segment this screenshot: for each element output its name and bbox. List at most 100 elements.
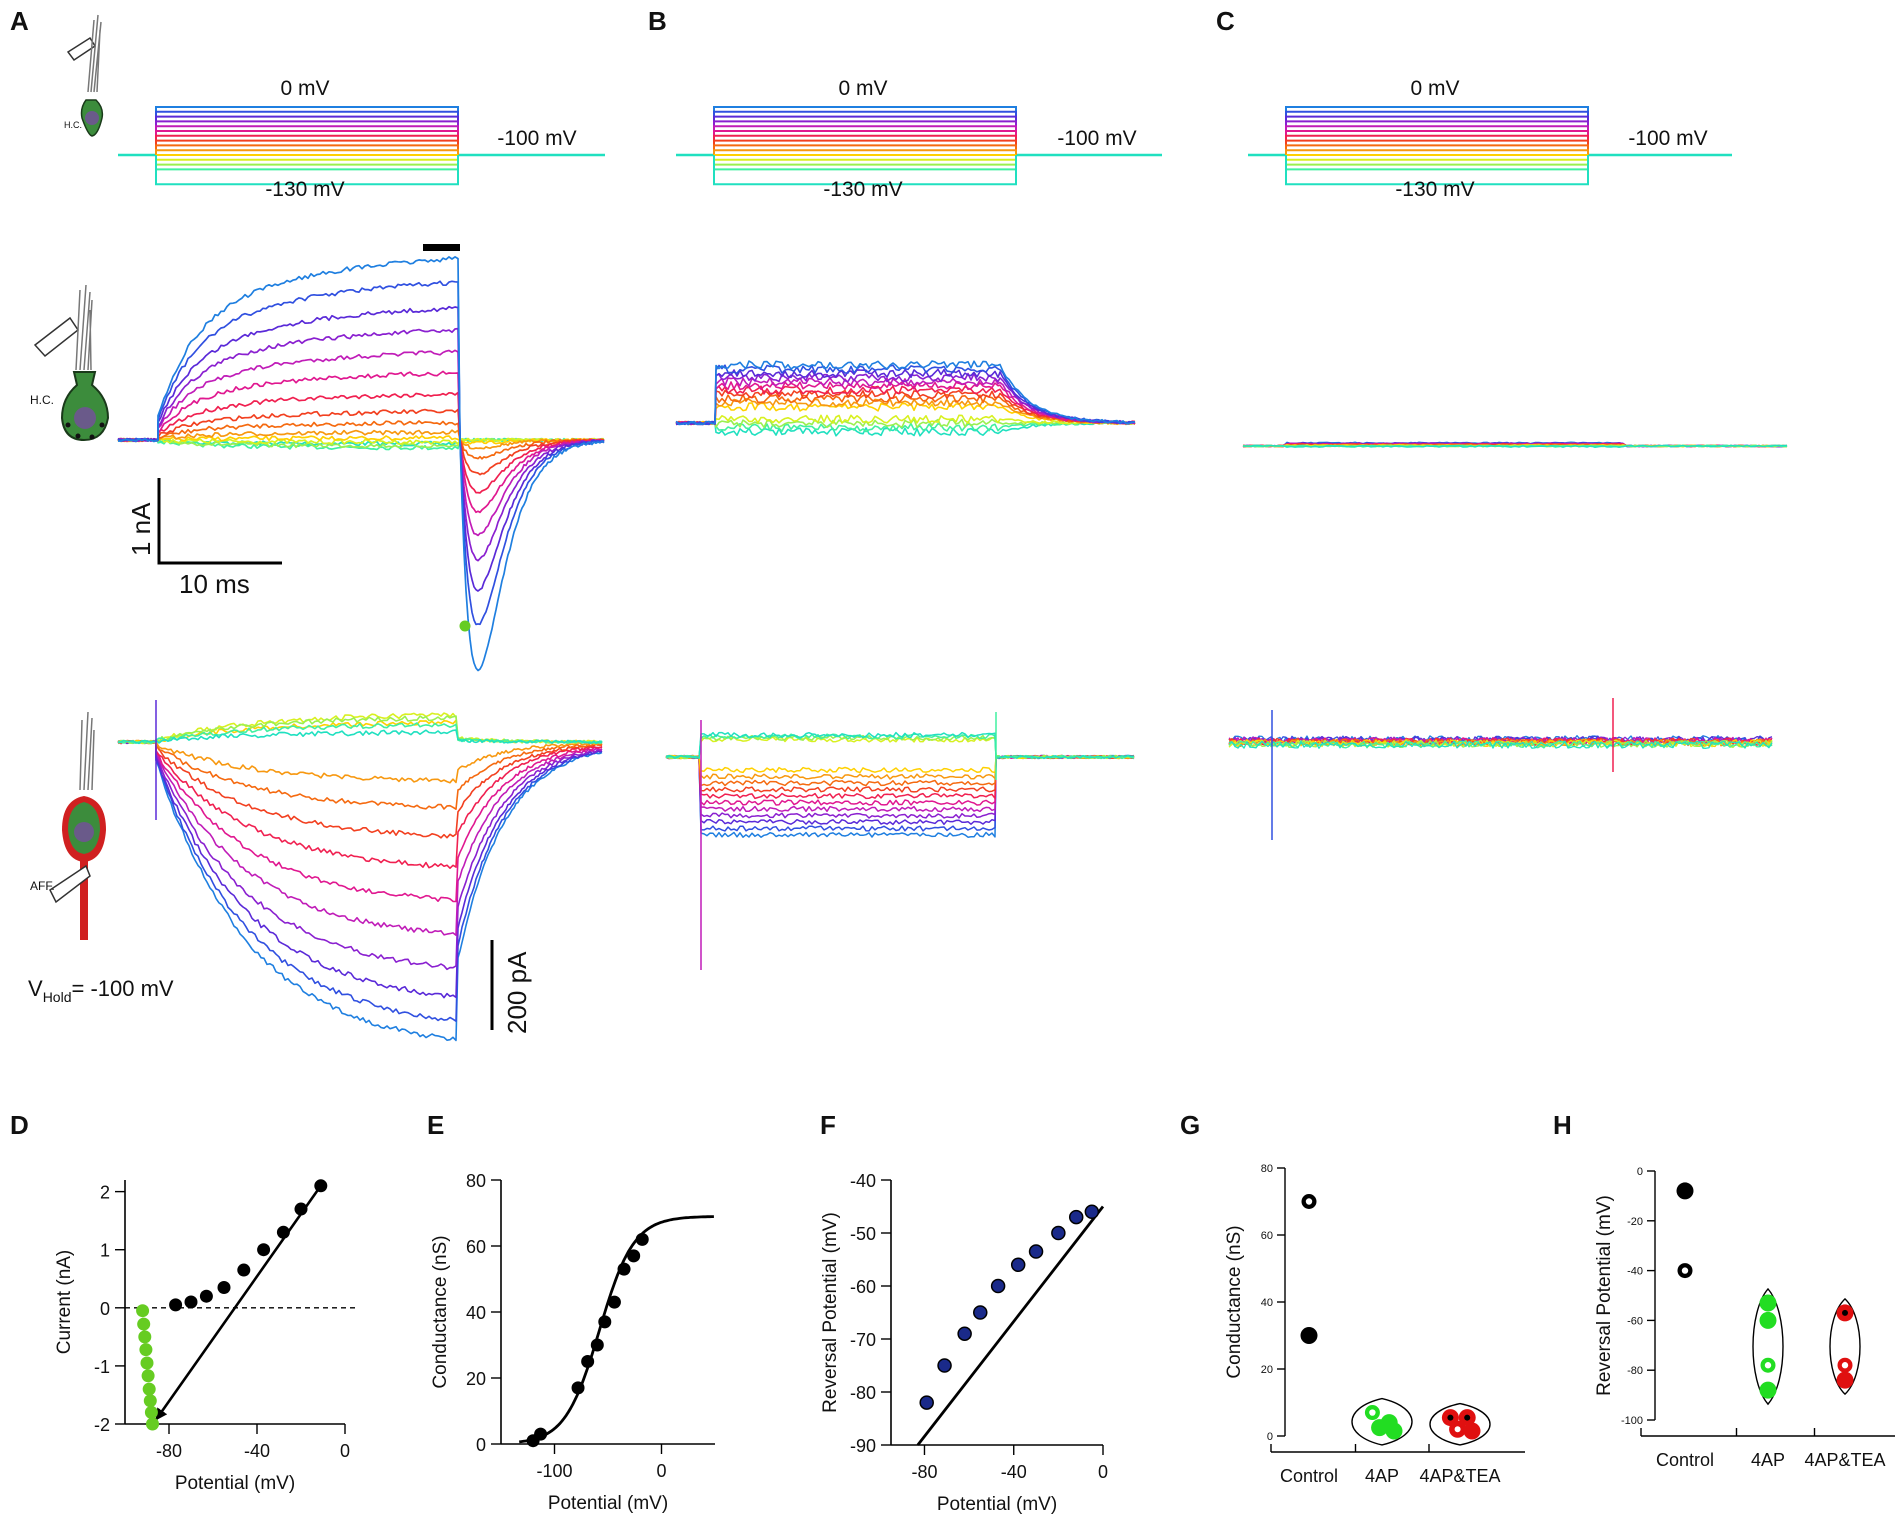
trace-sweep (117, 739, 603, 1042)
afferent-label: AFF. (30, 879, 55, 893)
data-point (1028, 1244, 1044, 1259)
panel-letter-h: H (1553, 1110, 1572, 1140)
trace-sweep (117, 739, 603, 811)
protocol-step-sweep (1285, 155, 1589, 186)
trace-sweep (1228, 739, 1773, 749)
data-point (142, 1382, 156, 1396)
protocol-step-sweep (155, 139, 459, 155)
chart-h: -100 -80 -60 -40 -20 0 Reversal Potential (mV)… (1594, 1166, 1895, 1470)
data-point (169, 1298, 183, 1312)
y-tick-label: 20 (466, 1369, 486, 1389)
data-point-hole (1305, 1198, 1313, 1205)
hair-cell-label-large: H.C. (30, 393, 54, 407)
data-point (617, 1262, 631, 1276)
panel-letter-f: F (820, 1110, 836, 1140)
y-tick-label: -1 (94, 1357, 110, 1377)
trace-sweep (665, 733, 1135, 760)
trace-sweep (675, 397, 1135, 426)
hair-cell-cartoon-large: H.C. (30, 284, 110, 442)
data-point (957, 1326, 972, 1341)
x-tick-label: -40 (1001, 1462, 1027, 1482)
data-point (919, 1395, 934, 1410)
analysis-charts: -2 -1 0 1 2 -80 -40 0 Potential (mV) Current (nA)… (54, 1163, 1895, 1515)
trace-sweep (675, 414, 1136, 426)
data-point (276, 1225, 290, 1239)
voltage-protocols (118, 106, 1732, 186)
data-point (627, 1249, 641, 1263)
trace-sweep (117, 429, 605, 450)
scale-bar-current-time (157, 478, 282, 565)
data-point (199, 1289, 213, 1303)
protocol-c-top-label: 0 mV (1410, 77, 1459, 100)
current-traces (117, 256, 1788, 1042)
protocol-a-top-label: 0 mV (280, 77, 329, 100)
y-tick-label: 40 (1261, 1297, 1273, 1309)
y-tick-label: -60 (1627, 1315, 1643, 1327)
y-tick-label: -70 (850, 1330, 876, 1350)
protocol-step-sweep (1285, 155, 1589, 171)
protocol-step-sweep (1285, 130, 1589, 155)
trace-sweep (675, 372, 1136, 426)
trace-sweep (665, 754, 1135, 806)
chart-d: -2 -1 0 1 2 -80 -40 0 Potential (mV) Current (nA) (54, 1179, 355, 1494)
data-point (139, 1343, 153, 1357)
y-axis-label: Current (nA) (54, 1250, 75, 1355)
violin-outline (1429, 1402, 1491, 1446)
trace-sweep (117, 740, 603, 870)
category-label: 4AP&TEA (1419, 1466, 1500, 1486)
y-tick-label: 0 (100, 1299, 110, 1319)
data-point (314, 1179, 328, 1193)
traces-hair-cell-4ap-tea (1242, 441, 1788, 448)
protocol-b (676, 106, 1162, 186)
data-point (973, 1305, 988, 1320)
y-tick-label: -2 (94, 1415, 110, 1435)
trace-sweep (117, 712, 603, 745)
data-point (1676, 1182, 1694, 1200)
trace-sweep (117, 729, 603, 745)
chart-f: -90 -80 -70 -60 -50 -40 -80 -40 0 Potential (mV) R… (820, 1171, 1108, 1515)
data-point (1759, 1294, 1777, 1312)
y-tick-label: 60 (1261, 1230, 1273, 1242)
tail-projection-arrow (155, 1185, 322, 1421)
data-point (598, 1315, 612, 1329)
x-tick-label: -80 (911, 1462, 937, 1482)
traces-afferent-4ap-tea (1228, 698, 1773, 840)
data-point (141, 1369, 155, 1383)
category-label: 4AP (1365, 1466, 1399, 1486)
violin-outline (1829, 1297, 1861, 1396)
data-point (1010, 1257, 1026, 1273)
data-point (184, 1295, 198, 1309)
protocol-step-sweep (155, 130, 459, 155)
protocol-a-bottom-label: -130 mV (265, 178, 344, 201)
data-point (237, 1263, 251, 1277)
afferent-cartoon: AFF. (30, 711, 106, 940)
scale-label-nA: 1 nA (126, 502, 156, 556)
trace-sweep (117, 370, 605, 514)
trace-sweep (675, 360, 1136, 426)
trace-sweep (117, 739, 603, 937)
trace-sweep (117, 408, 605, 476)
protocol-labels: 0 mV -100 mV -130 mV 0 mV -100 mV -130 m… (265, 77, 1707, 201)
data-point (1385, 1422, 1403, 1440)
data-point (138, 1330, 152, 1344)
panel-letter-b: B (648, 6, 667, 36)
protocol-step-sweep (713, 149, 1017, 155)
x-tick-label: 0 (1098, 1462, 1108, 1482)
protocol-a-hold-label: -100 mV (497, 127, 576, 150)
category-label: Control (1280, 1466, 1338, 1486)
traces-hair-cell-4ap (675, 360, 1136, 437)
chart-g: 0 20 40 60 80 Conductance (nS) Control 4AP 4AP&T… (1224, 1163, 1525, 1486)
traces-afferent-control (117, 700, 603, 1042)
protocol-step-sweep (155, 155, 459, 171)
trace-sweep (117, 305, 605, 592)
y-tick-label: -90 (850, 1436, 876, 1456)
traces-afferent-4ap (665, 712, 1135, 970)
violin-outline (1752, 1287, 1784, 1406)
y-tick-label: -40 (1627, 1266, 1643, 1278)
data-point (635, 1232, 649, 1246)
x-axis-label: Potential (mV) (548, 1493, 668, 1514)
y-tick-label: 40 (466, 1303, 486, 1323)
trace-sweep (1228, 740, 1773, 749)
data-point-hole (1764, 1362, 1772, 1369)
data-point (146, 1417, 159, 1431)
